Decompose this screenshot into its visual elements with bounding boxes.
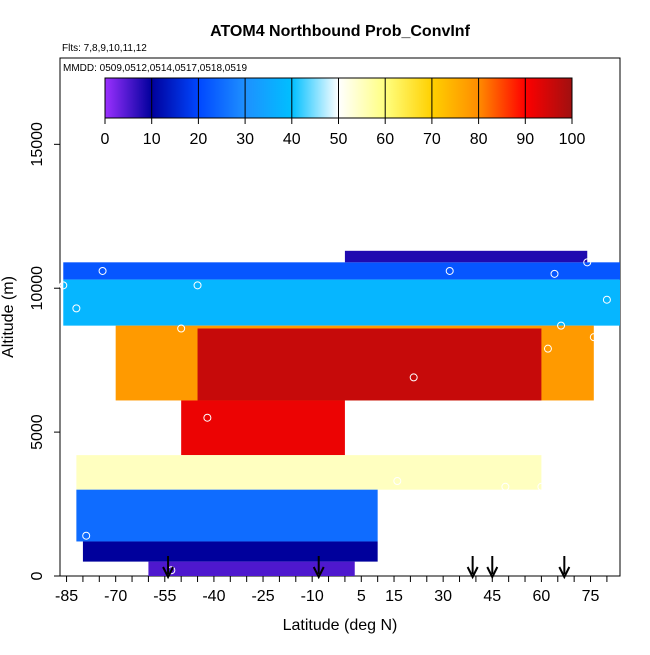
sample-point [59, 281, 68, 290]
y-tick-label: 15000 [29, 122, 46, 167]
dates-annotation: MMDD: 0509,0512,0514,0517,0518,0519 [63, 63, 247, 74]
x-axis: -85 -70 -55 -40 -25 -10 5 15 30 45 60 75 [55, 576, 608, 605]
x-tick-label: 60 [533, 588, 551, 605]
heatmap-block [63, 279, 620, 326]
colorbar-tick-label: 30 [236, 131, 254, 148]
sample-points-layer [59, 258, 611, 575]
heatmap-block [181, 400, 345, 456]
heatmap-block [344, 250, 588, 263]
y-axis-label: Altitude (m) [0, 276, 17, 358]
x-axis-label: Latitude (deg N) [283, 617, 398, 634]
x-tick-label: -40 [202, 588, 225, 605]
flight-arrow [312, 556, 325, 580]
flight-arrow [162, 556, 174, 580]
flight-arrow [558, 556, 571, 580]
y-axis: 0 5000 10000 15000 [29, 122, 60, 580]
sample-point [85, 370, 94, 379]
sample-point [409, 373, 418, 382]
sample-point [543, 344, 552, 353]
heatmap-block [197, 328, 542, 401]
x-tick-label: 30 [434, 588, 452, 605]
x-tick-label: 15 [385, 588, 403, 605]
sample-point [445, 266, 454, 275]
y-tick-label: 0 [29, 571, 46, 580]
sample-point [393, 477, 402, 486]
x-tick-label: 75 [582, 588, 600, 605]
sample-point [501, 482, 510, 491]
heatmap-block [82, 541, 378, 562]
colorbar-tick-label: 10 [143, 131, 161, 148]
colorbar-tick-label: 0 [101, 131, 110, 148]
sample-point [589, 333, 598, 342]
x-tick-label: 45 [483, 588, 501, 605]
x-tick-label: -25 [251, 588, 274, 605]
heatmap-block [76, 489, 378, 542]
sample-point [177, 324, 186, 333]
flights-annotation: Flts: 7,8,9,10,11,12 [62, 43, 147, 54]
chart-title: ATOM4 Northbound Prob_ConvInf [210, 23, 471, 40]
heatmap-block [148, 561, 355, 576]
sample-point [72, 304, 81, 313]
colorbar-tick-label: 40 [283, 131, 301, 148]
sample-point [193, 281, 202, 290]
sample-point [203, 413, 212, 422]
sample-point [583, 258, 592, 267]
colorbar-tick-label: 100 [559, 131, 586, 148]
colorbar-tick-label: 60 [376, 131, 394, 148]
colorbar-tick-label: 50 [330, 131, 348, 148]
y-tick-label: 5000 [29, 414, 46, 450]
flight-arrow [466, 556, 479, 580]
sample-point [550, 269, 559, 278]
colorbar-tick-label: 90 [516, 131, 534, 148]
y-tick-label: 10000 [29, 266, 46, 311]
x-tick-label: -70 [104, 588, 127, 605]
colorbar-tick-label: 80 [470, 131, 488, 148]
sample-point [82, 531, 91, 540]
colorbar-tick-label: 20 [190, 131, 208, 148]
colorbar-ticks: 0 10 20 30 40 50 60 70 80 90 100 [101, 78, 586, 148]
sample-point [602, 295, 611, 304]
heatmap-block [76, 455, 542, 490]
sample-point [357, 566, 366, 575]
x-tick-label: -10 [301, 588, 324, 605]
sample-point [98, 266, 107, 275]
x-tick-label: -85 [55, 588, 78, 605]
x-tick-label: -55 [153, 588, 176, 605]
heatmap-layer [63, 250, 620, 576]
sample-point [557, 321, 566, 330]
x-tick-label: 5 [357, 588, 366, 605]
colorbar-tick-label: 70 [423, 131, 441, 148]
heatmap-block [63, 262, 620, 280]
sample-point [537, 482, 546, 491]
